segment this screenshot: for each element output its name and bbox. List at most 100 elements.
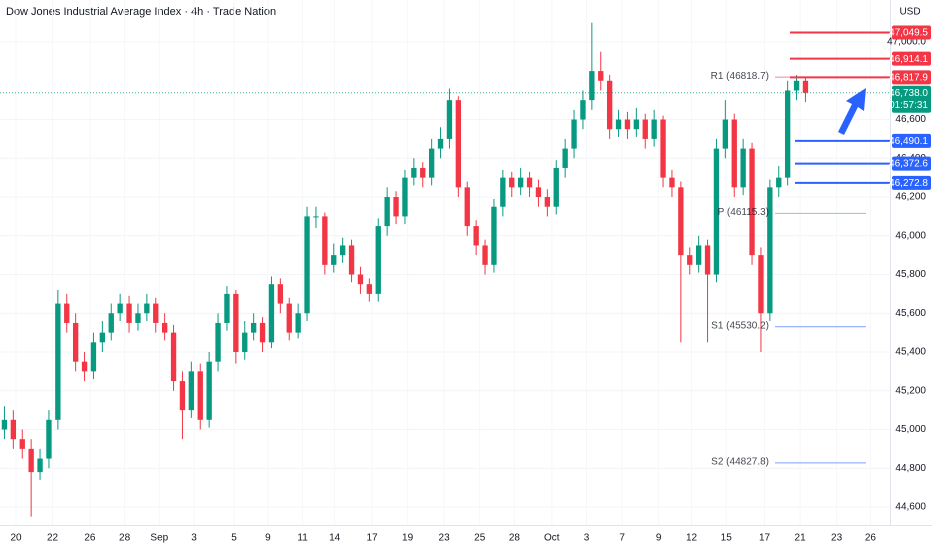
x-tick-label: 9 xyxy=(656,533,662,544)
candle-body xyxy=(295,313,301,333)
candle-body xyxy=(55,303,61,420)
candle-body xyxy=(90,342,97,372)
candle-body xyxy=(339,245,346,256)
last-price-label: 46,738.0 xyxy=(889,88,928,99)
x-tick-label: 14 xyxy=(329,533,341,544)
x-tick-label: 20 xyxy=(10,533,22,544)
y-tick-label: 45,600 xyxy=(895,308,926,319)
candle-body xyxy=(72,322,79,362)
candle-body xyxy=(731,119,737,188)
price-tag-label: 46,490.1 xyxy=(889,136,928,147)
candle-body xyxy=(393,197,399,217)
candle-body xyxy=(589,71,595,101)
candle-body xyxy=(250,322,257,333)
candle-body xyxy=(491,206,497,265)
candle-body xyxy=(776,177,782,188)
y-tick-label: 46,600 xyxy=(895,114,926,125)
price-tag-label: 46,272.8 xyxy=(889,178,928,189)
candle-body xyxy=(375,226,381,294)
candle-body xyxy=(215,322,221,362)
candle-body xyxy=(161,322,168,333)
x-tick-label: 28 xyxy=(509,533,521,544)
candle-body xyxy=(535,187,542,198)
candle-body xyxy=(446,100,453,139)
candle-body xyxy=(509,177,515,188)
candle-body xyxy=(402,177,408,217)
price-tag xyxy=(892,25,931,40)
candle-body xyxy=(242,332,248,353)
x-tick-label: 26 xyxy=(865,533,877,544)
candle-body xyxy=(331,255,337,265)
price-tag xyxy=(892,70,931,85)
candle-body xyxy=(562,148,568,168)
candle-body xyxy=(695,245,702,265)
pivot-label: R1 (46818.7) xyxy=(711,71,769,82)
candle-body xyxy=(1,419,8,430)
y-tick-label: 45,000 xyxy=(895,424,926,435)
arrow xyxy=(838,88,866,135)
candle-body xyxy=(526,177,533,188)
candle-body xyxy=(19,439,25,449)
price-tag xyxy=(892,51,931,66)
last-price-tag xyxy=(892,85,931,113)
pivot-label: S2 (44827.8) xyxy=(711,456,769,467)
candle-body xyxy=(437,138,444,149)
x-tick-label: 3 xyxy=(191,533,197,544)
x-tick-label: 17 xyxy=(366,533,378,544)
candle-body xyxy=(517,177,524,188)
candle-body xyxy=(473,226,479,246)
x-tick-label: 5 xyxy=(231,533,237,544)
candle-body xyxy=(10,419,17,440)
price-tag xyxy=(892,133,931,148)
x-tick-label: 9 xyxy=(265,533,271,544)
candle-body xyxy=(758,255,764,314)
x-tick-label: Sep xyxy=(150,533,168,544)
candle-body xyxy=(802,80,809,93)
y-tick-label: 45,200 xyxy=(895,385,926,396)
x-tick-label: 26 xyxy=(84,533,96,544)
candle-body xyxy=(784,90,791,178)
candle-body xyxy=(99,332,106,343)
y-tick-label: 44,600 xyxy=(895,502,926,513)
price-tag-label: 46,372.6 xyxy=(889,159,928,170)
chart-title: Dow Jones Industrial Average Index · 4h … xyxy=(6,6,276,18)
candle-body xyxy=(411,167,417,178)
candle-body xyxy=(678,187,684,256)
candle-body xyxy=(197,371,203,420)
candle-body xyxy=(170,332,177,382)
pivot-label: S1 (45530.2) xyxy=(711,320,769,331)
candle-body xyxy=(64,303,70,323)
price-tag-label: 46,817.9 xyxy=(889,72,928,83)
price-tag xyxy=(892,175,931,190)
arrow-shape xyxy=(838,88,866,135)
y-tick-label: 45,400 xyxy=(895,347,926,358)
y-tick-label: 46,000 xyxy=(895,230,926,241)
candle-body xyxy=(606,80,613,130)
price-tag xyxy=(892,156,931,171)
candle-body xyxy=(633,119,640,130)
candle-body xyxy=(28,448,34,473)
candle-body xyxy=(500,177,506,207)
x-tick-label: 15 xyxy=(721,533,733,544)
x-tick-label: 19 xyxy=(402,533,414,544)
candle-body xyxy=(687,255,693,265)
x-tick-label: 7 xyxy=(619,533,625,544)
y-tick-label: 47,000.0 xyxy=(887,37,926,48)
candle-body xyxy=(144,303,150,314)
countdown: 01:57:31 xyxy=(889,100,928,111)
candle-body xyxy=(384,197,390,227)
candle-body xyxy=(366,284,373,294)
x-tick-label: 3 xyxy=(584,533,590,544)
candle-body xyxy=(135,313,141,323)
x-tick-label: 28 xyxy=(119,533,131,544)
candle-body xyxy=(660,119,666,178)
candle-body xyxy=(624,119,631,130)
candle-body xyxy=(420,167,426,178)
x-tick-label: 23 xyxy=(831,533,843,544)
candle-body xyxy=(722,119,729,149)
candle-body xyxy=(767,187,773,314)
y-tick-label: 46,200 xyxy=(895,192,926,203)
x-tick-label: 12 xyxy=(686,533,698,544)
candle-body xyxy=(108,313,114,333)
candle-body xyxy=(286,303,292,333)
